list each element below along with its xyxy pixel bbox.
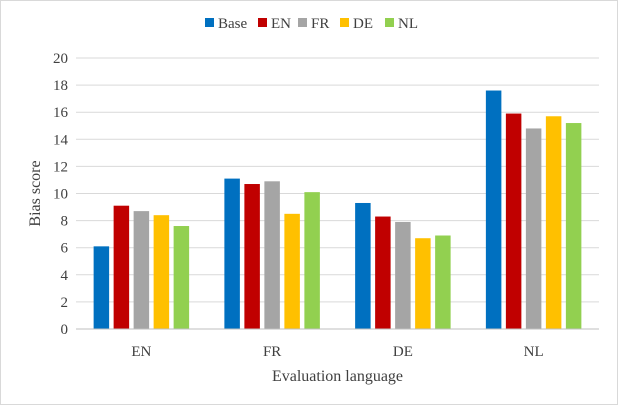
legend-swatch [340,18,349,27]
bar-fr-nl [525,128,542,329]
bar-nl-de [435,235,451,329]
bar-base-de [355,202,371,329]
y-tick-label: 6 [61,241,69,257]
bar-de-de [415,238,431,329]
legend-swatch [385,18,394,27]
y-tick-label: 8 [61,214,69,230]
bar-en-nl [505,113,522,330]
bar-nl-nl [565,123,582,329]
y-tick-label: 12 [53,159,68,175]
x-axis-title: Evaluation language [272,368,403,385]
y-axis-ticks: 0 2 4 6 8 10 12 14 16 18 20 [53,51,69,338]
legend-swatch [258,18,267,27]
bar-nl-fr [304,192,320,329]
y-tick-label: 14 [53,132,69,148]
bar-fr-en [133,211,150,329]
bar-fr-fr [264,181,280,329]
legend-item-en: EN [258,16,291,32]
legend-item-fr: FR [298,16,329,32]
legend-item-base: Base [205,16,248,32]
bars [93,90,582,330]
bar-de-nl [545,116,562,329]
bar-de-fr [284,213,300,329]
x-tick-label: FR [263,344,281,360]
y-tick-label: 10 [53,187,68,203]
bar-nl-en [173,226,190,329]
bar-base-fr [224,178,240,329]
legend-swatch [298,18,307,27]
legend-label: DE [353,16,373,32]
x-tick-label: DE [393,344,413,360]
bar-de-en [153,215,170,329]
bar-base-nl [485,90,502,330]
y-tick-label: 2 [61,295,69,311]
legend-swatch [205,18,214,27]
y-tick-label: 20 [53,51,68,67]
legend: Base EN FR DE NL [205,16,418,32]
x-tick-label: NL [524,344,544,360]
legend-item-nl: NL [385,16,418,32]
bar-en-en [113,205,130,329]
y-tick-label: 18 [53,78,68,94]
bar-en-de [375,216,391,329]
x-axis-ticks: EN FR DE NL [131,344,543,360]
bar-en-fr [244,184,260,329]
y-tick-label: 4 [61,268,69,284]
legend-label: FR [311,16,329,32]
legend-item-de: DE [340,16,373,32]
legend-label: Base [218,16,248,32]
y-tick-label: 0 [61,322,69,338]
bar-base-en [93,246,110,329]
legend-label: EN [271,16,291,32]
x-tick-label: EN [131,344,151,360]
bar-fr-de [395,221,411,329]
legend-label: NL [398,16,418,32]
y-tick-label: 16 [53,105,69,121]
y-axis-title: Bias score [27,160,44,226]
